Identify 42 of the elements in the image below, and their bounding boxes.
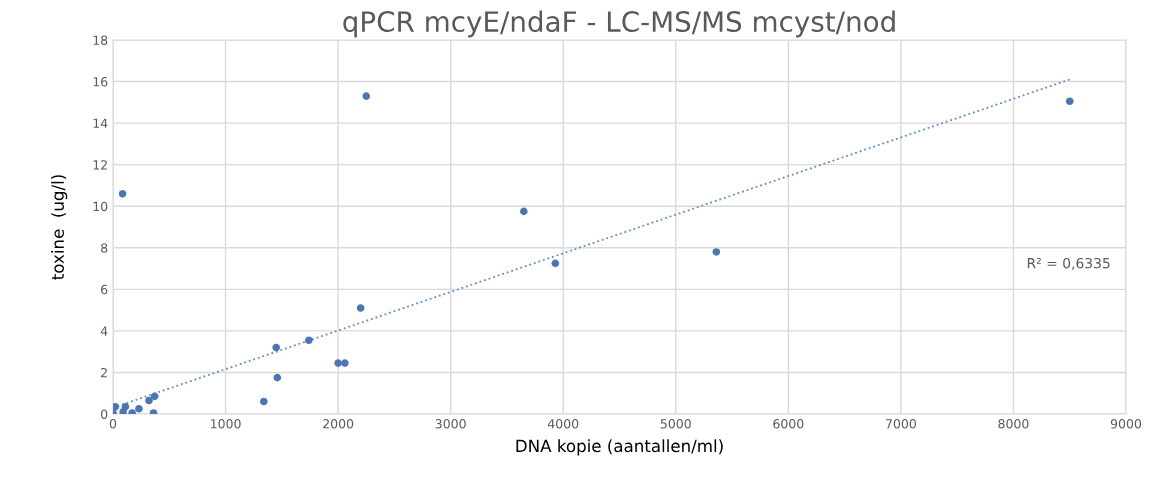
point — [334, 359, 342, 367]
x-tick-label: 7000 — [886, 419, 916, 429]
x-tick-label: 9000 — [1110, 419, 1142, 429]
y-tick-label: 10 — [93, 201, 108, 212]
chart-title: qPCR mcyE/ndaF - LC-MS/MS mcyst/nod — [343, 10, 895, 38]
x-tick-label: 6000 — [773, 419, 804, 429]
point — [113, 402, 120, 411]
point — [135, 405, 143, 413]
point — [305, 336, 313, 345]
point — [362, 92, 371, 100]
point — [712, 248, 721, 256]
x-tick-label: 4000 — [547, 419, 579, 429]
x-tick-label: 2000 — [323, 419, 354, 429]
y-tick-label: 6 — [101, 284, 108, 295]
y-tick-label: 18 — [93, 35, 108, 45]
point — [520, 207, 528, 216]
point — [273, 373, 282, 382]
x-tick-label: 3000 — [435, 419, 466, 429]
y-tick-label: 12 — [93, 160, 107, 170]
x-tick-label: 0 — [109, 419, 117, 429]
y-tick-label: 8 — [101, 243, 108, 253]
point — [121, 402, 130, 411]
point — [272, 343, 281, 352]
point — [356, 304, 365, 312]
point — [118, 189, 127, 198]
y-tick-label: 0 — [101, 409, 108, 419]
x-axis-title: DNA kopie (aantallen/ml) — [516, 439, 723, 456]
y-axis-title: toxine (ug/l) — [51, 175, 68, 280]
point — [551, 259, 560, 268]
point — [260, 397, 268, 406]
y-tick-label: 14 — [93, 118, 108, 128]
point — [150, 392, 159, 401]
y-tick-label: 2 — [101, 367, 107, 378]
x-tick-label: 1000 — [211, 419, 241, 429]
y-tick-label: 4 — [100, 326, 108, 336]
point — [145, 396, 153, 405]
annotation: R² = 0,6335 — [1027, 257, 1110, 270]
point — [341, 359, 349, 367]
y-tick-label: 16 — [93, 77, 108, 87]
point — [1065, 97, 1074, 106]
x-tick-label: 8000 — [998, 419, 1029, 429]
x-tick-label: 5000 — [660, 419, 691, 429]
